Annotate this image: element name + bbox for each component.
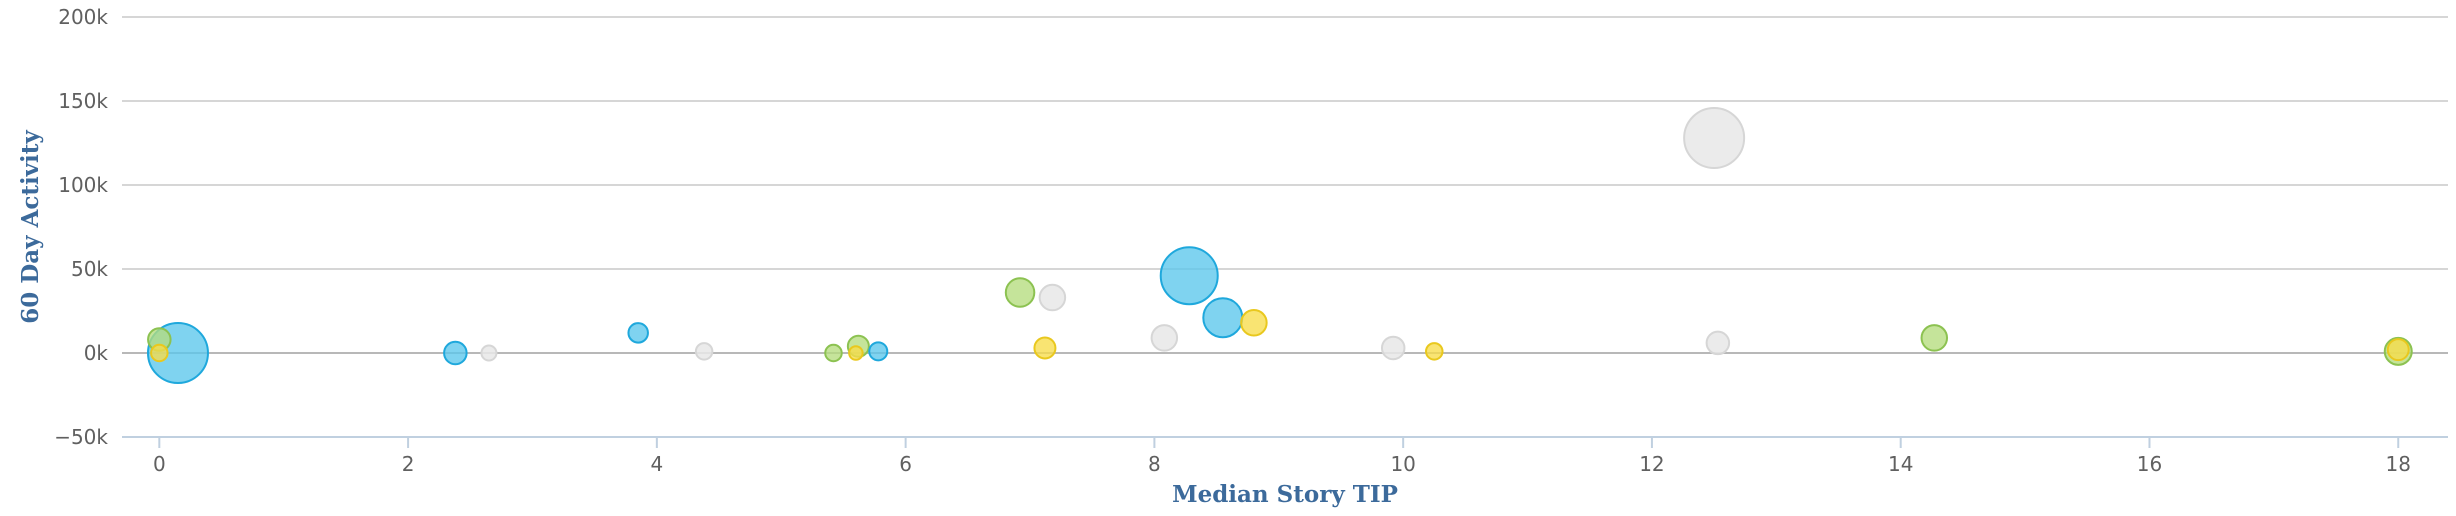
grey-bubble xyxy=(480,344,498,362)
x-tick-label: 6 xyxy=(899,452,912,476)
blue-bubble xyxy=(1202,297,1244,339)
yellow-bubble xyxy=(1033,336,1057,360)
blue-bubble xyxy=(868,341,889,362)
grey-bubble xyxy=(694,342,714,361)
yellow-bubble xyxy=(150,343,169,363)
yellow-bubble xyxy=(1240,309,1268,337)
y-tick-label: 50k xyxy=(71,257,108,281)
green-bubble xyxy=(1920,324,1949,352)
grey-bubble xyxy=(1705,330,1731,356)
grey-bubble xyxy=(1380,335,1406,361)
blue-bubble xyxy=(443,340,468,366)
yellow-bubble xyxy=(1425,342,1444,361)
grey-bubble xyxy=(1038,283,1067,312)
x-axis-title: Median Story TIP xyxy=(1172,481,1398,508)
y-tick-label: 100k xyxy=(58,173,108,197)
y-tick-label: 200k xyxy=(58,5,108,29)
y-axis-title: 60 Day Activity xyxy=(17,130,44,324)
axes: −50k 0k 50k 100k 150k 200k 0 2 4 6 8 10 12 14 16 18 xyxy=(54,5,2448,476)
bubbles xyxy=(146,106,2413,384)
x-tick-label: 14 xyxy=(1888,452,1913,476)
yellow-bubble xyxy=(2386,338,2410,362)
y-tick-label: 0k xyxy=(84,341,109,365)
x-tick-label: 0 xyxy=(153,452,166,476)
blue-bubble xyxy=(1159,246,1219,306)
yellow-bubble xyxy=(848,345,864,361)
x-tick-label: 4 xyxy=(650,452,663,476)
x-tick-label: 8 xyxy=(1148,452,1161,476)
green-bubble xyxy=(824,343,843,363)
grey-bubble xyxy=(1683,106,1746,169)
x-tick-label: 2 xyxy=(402,452,415,476)
gridlines xyxy=(122,16,2448,438)
blue-bubble xyxy=(627,322,649,344)
green-bubble xyxy=(1004,277,1036,308)
y-tick-label: 150k xyxy=(58,89,108,113)
x-tick-label: 18 xyxy=(2386,452,2411,476)
y-tick-label: −50k xyxy=(54,425,108,449)
grey-bubble xyxy=(1150,324,1179,352)
x-tick-label: 12 xyxy=(1639,452,1664,476)
x-tick-label: 16 xyxy=(2137,452,2162,476)
x-tick-label: 10 xyxy=(1390,452,1415,476)
